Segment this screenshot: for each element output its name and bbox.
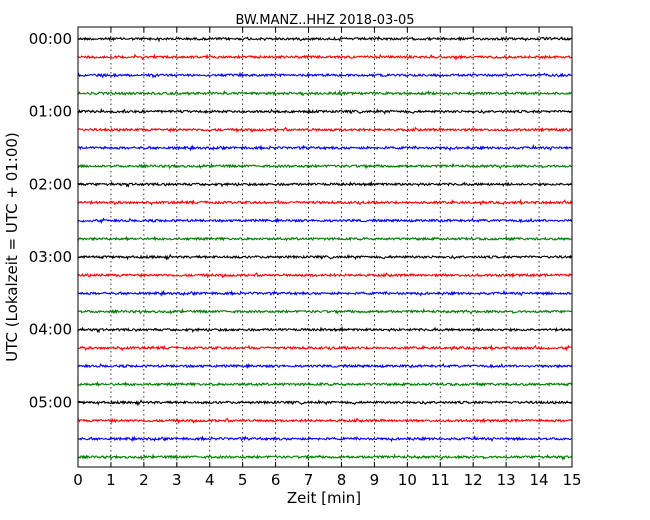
y-tick-label-1: 01:00 <box>29 103 72 121</box>
trace-3 <box>77 89 572 97</box>
x-tick-label-8: 8 <box>337 471 347 489</box>
x-tick-label-2: 2 <box>139 471 149 489</box>
x-tick-label-5: 5 <box>238 471 248 489</box>
plot-frame <box>77 26 573 468</box>
y-tick-label-4: 04:00 <box>29 321 72 339</box>
trace-18 <box>77 362 572 369</box>
x-tick-label-11: 11 <box>431 471 450 489</box>
y-axis-label: UTC (Lokalzeit = UTC + 01:00) <box>3 132 21 362</box>
x-tick-label-15: 15 <box>562 471 581 489</box>
chart-title: BW.MANZ..HHZ 2018-03-05 <box>235 13 414 28</box>
x-tick-label-7: 7 <box>304 471 314 489</box>
x-tick-label-3: 3 <box>172 471 182 489</box>
trace-22 <box>77 434 572 443</box>
trace-13 <box>77 272 572 279</box>
traces <box>77 35 573 461</box>
trace-19 <box>77 381 573 387</box>
trace-0 <box>77 35 572 43</box>
x-tick-label-12: 12 <box>464 471 483 489</box>
trace-15 <box>77 307 572 315</box>
trace-16 <box>77 325 572 334</box>
trace-4 <box>77 107 572 115</box>
y-tick-label-2: 02:00 <box>29 175 72 193</box>
trace-11 <box>77 235 572 242</box>
trace-23 <box>77 453 572 461</box>
x-tick-label-9: 9 <box>370 471 380 489</box>
x-tick-label-6: 6 <box>271 471 281 489</box>
trace-2 <box>77 71 572 79</box>
trace-21 <box>77 417 572 425</box>
trace-8 <box>77 180 572 188</box>
trace-14 <box>77 289 572 297</box>
trace-1 <box>77 53 572 61</box>
x-tick-label-14: 14 <box>530 471 549 489</box>
y-tick-label-0: 00:00 <box>29 30 72 48</box>
y-axis-ticks: 00:00 01:00 02:00 03:00 04:00 05:00 <box>29 30 572 411</box>
y-tick-label-5: 05:00 <box>29 393 72 411</box>
trace-10 <box>77 217 573 225</box>
trace-5 <box>77 126 572 134</box>
x-tick-label-10: 10 <box>398 471 417 489</box>
y-tick-label-3: 03:00 <box>29 248 72 266</box>
x-tick-label-1: 1 <box>106 471 116 489</box>
trace-12 <box>77 253 573 261</box>
trace-20 <box>77 399 572 407</box>
x-tick-label-13: 13 <box>497 471 516 489</box>
trace-7 <box>77 162 572 170</box>
trace-9 <box>77 198 573 206</box>
x-axis-ticks: 0 1 2 3 4 5 6 7 8 9 10 11 12 13 14 15 <box>73 27 582 489</box>
trace-6 <box>77 143 572 152</box>
x-tick-label-0: 0 <box>73 471 83 489</box>
x-axis-label: Zeit [min] <box>287 489 361 507</box>
trace-17 <box>77 344 572 352</box>
x-tick-label-4: 4 <box>205 471 215 489</box>
grid-lines <box>110 27 540 467</box>
